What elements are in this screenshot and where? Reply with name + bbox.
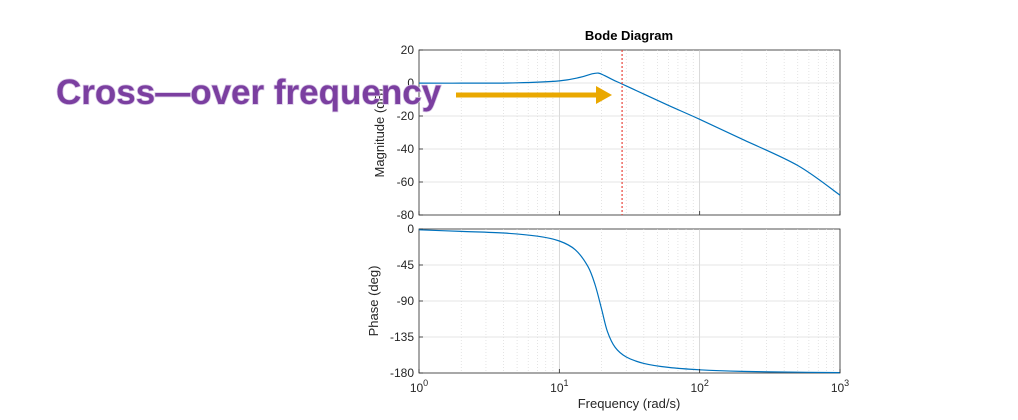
arrow-head bbox=[596, 86, 612, 104]
phase-series bbox=[418, 229, 841, 374]
magnitude-plot: 20 0 -20 -40 -60 -80 Magnitude (dB) bbox=[372, 43, 841, 222]
y-tick-label: -60 bbox=[397, 175, 415, 189]
chart-title: Bode Diagram bbox=[585, 28, 673, 43]
annotation-text: Cross—over frequency bbox=[56, 73, 442, 112]
y-tick-label: -40 bbox=[397, 142, 415, 156]
phase-plot: 0 -45 -90 -135 -180 Phase (deg) bbox=[366, 222, 841, 380]
x-tick-label: 100 bbox=[410, 378, 428, 395]
y-tick-label: -80 bbox=[397, 208, 415, 222]
x-tick-label: 102 bbox=[690, 378, 708, 395]
phase-line bbox=[418, 229, 841, 374]
y-tick-label: -90 bbox=[397, 294, 415, 308]
magnitude-y-label: Magnitude (dB) bbox=[372, 89, 387, 178]
crossover-annotation: Cross—over frequency bbox=[55, 72, 612, 113]
y-tick-label: 0 bbox=[407, 76, 414, 90]
y-tick-label: -20 bbox=[397, 109, 415, 123]
magnitude-line bbox=[418, 72, 841, 196]
x-tick-label: 101 bbox=[550, 378, 568, 395]
annotation-arrow bbox=[456, 86, 612, 104]
y-tick-label: -135 bbox=[390, 330, 414, 344]
phase-y-ticks: 0 -45 -90 -135 -180 bbox=[390, 222, 423, 380]
y-tick-label: 0 bbox=[407, 222, 414, 236]
y-tick-label: -180 bbox=[390, 366, 414, 380]
x-axis-label: Frequency (rad/s) bbox=[578, 396, 681, 411]
phase-grid bbox=[419, 229, 840, 373]
phase-y-label: Phase (deg) bbox=[366, 266, 381, 337]
magnitude-axes-box bbox=[418, 49, 841, 216]
y-tick-label: -45 bbox=[397, 258, 415, 272]
magnitude-series bbox=[418, 50, 841, 215]
magnitude-y-ticks: 20 0 -20 -40 -60 -80 bbox=[397, 43, 423, 222]
y-tick-label: 20 bbox=[401, 43, 415, 57]
x-tick-labels: 100 101 102 103 bbox=[410, 378, 849, 395]
x-tick-label: 103 bbox=[831, 378, 849, 395]
